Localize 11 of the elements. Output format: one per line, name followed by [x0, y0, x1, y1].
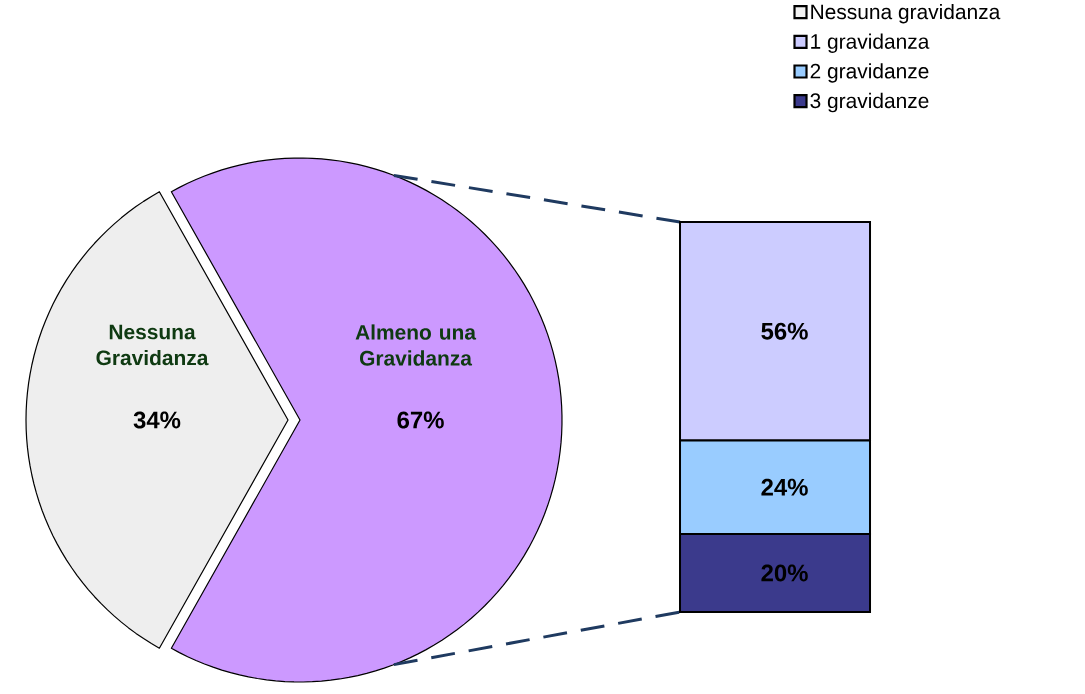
data-label: 24% [761, 478, 808, 496]
slice-label: Nessuna Gravidanza [96, 324, 209, 366]
legend-label: 3 gravidanze [810, 92, 929, 113]
data-label: 56% [761, 322, 808, 340]
data-label: 34% [133, 411, 181, 429]
legend-label: 1 gravidanza [811, 33, 930, 54]
slice-label: Almeno una Gravidanza [355, 324, 477, 366]
data-label: 20% [761, 564, 808, 582]
legend-label: 2 gravidanze [810, 63, 929, 83]
data-label: 67% [397, 411, 444, 429]
legend-label: Nessuna gravidanza [811, 3, 1001, 24]
